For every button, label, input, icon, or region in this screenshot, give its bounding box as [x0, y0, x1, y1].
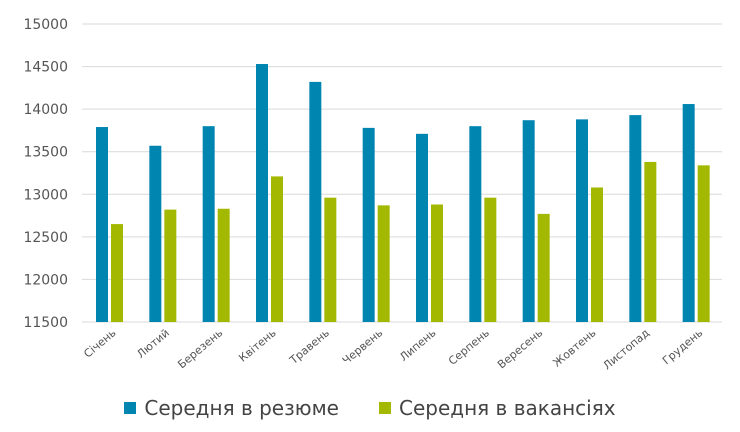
x-tick-label: Грудень	[660, 326, 705, 367]
y-tick-label: 12500	[23, 230, 68, 246]
bar-chart: 11500 12000 12500 13000 13500 14000 14500 15000…	[23, 17, 722, 372]
bar-resume	[629, 115, 642, 322]
legend-item-resume: Середня в резюме	[124, 396, 339, 420]
bar-resume	[682, 104, 695, 322]
y-tick-label: 14500	[23, 60, 68, 76]
bar-vacancies	[484, 197, 497, 322]
x-tick-label: Січень	[81, 326, 118, 360]
bar-vacancies	[431, 204, 443, 322]
bar-vacancies	[377, 205, 390, 322]
y-tick-label: 12000	[23, 272, 68, 288]
y-tick-label: 14000	[23, 102, 68, 118]
legend-swatch-resume	[124, 402, 137, 414]
legend: Середня в резюме Середня в вакансіях	[0, 396, 740, 420]
x-tick-label: Травень	[287, 326, 332, 367]
y-tick-label: 13500	[23, 145, 68, 161]
bar-vacancies	[537, 213, 550, 322]
legend-swatch-vacancies	[378, 402, 391, 414]
x-tick-label: Березень	[175, 326, 225, 371]
y-tick-label: 11500	[23, 315, 68, 331]
legend-label-resume: Середня в резюме	[144, 396, 339, 420]
y-tick-label: 13000	[23, 187, 68, 203]
x-tick-label: Листопад	[601, 326, 653, 372]
bar-resume	[362, 127, 375, 322]
bar-resume	[149, 145, 162, 322]
legend-label-vacancies: Середня в вакансіях	[398, 396, 616, 420]
bar-resume	[576, 119, 588, 322]
bar-vacancies	[644, 161, 657, 322]
bar-vacancies	[111, 224, 123, 322]
bar-vacancies	[697, 165, 710, 322]
x-tick-label: Серпень	[446, 326, 492, 368]
x-tick-label: Червень	[340, 326, 385, 367]
bar-resume	[416, 133, 428, 322]
bar-resume	[256, 64, 268, 322]
bar-vacancies	[591, 187, 603, 322]
bar-resume	[96, 127, 108, 322]
bar-vacancies	[324, 197, 337, 322]
x-tick-label: Вересень	[495, 326, 545, 371]
bar-vacancies	[164, 209, 177, 322]
bar-resume	[469, 126, 482, 323]
bar-resume	[522, 120, 535, 322]
bar-vacancies	[271, 176, 283, 322]
y-tick-label: 15000	[23, 17, 68, 33]
x-tick-label: Жовтень	[550, 326, 598, 369]
x-tick-label: Липень	[397, 326, 438, 364]
legend-item-vacancies: Середня в вакансіях	[378, 396, 616, 420]
x-tick-label: Лютий	[134, 326, 172, 361]
bar-resume	[202, 126, 215, 323]
bar-vacancies	[217, 208, 230, 322]
bar-resume	[309, 81, 322, 322]
x-tick-label: Квітень	[236, 326, 278, 364]
